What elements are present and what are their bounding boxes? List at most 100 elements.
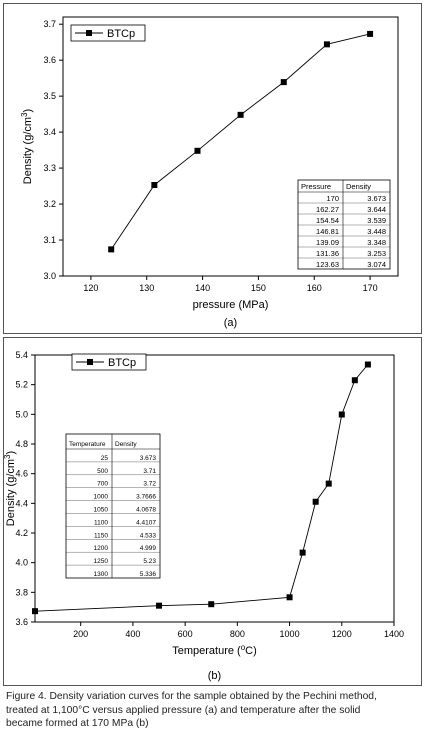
x-tick-label: 600 bbox=[178, 629, 193, 639]
data-point-marker bbox=[299, 549, 306, 556]
x-tick-label: 140 bbox=[195, 283, 210, 293]
table-cell: 3.644 bbox=[367, 205, 386, 214]
table-cell: 3.673 bbox=[367, 194, 386, 203]
x-tick-label: 150 bbox=[251, 283, 266, 293]
y-tick-label: 3.8 bbox=[15, 587, 28, 597]
caption-line-3: became formed at 170 MPa (b) bbox=[6, 718, 149, 729]
y-tick-label: 5.4 bbox=[15, 350, 28, 360]
data-point-marker bbox=[364, 361, 371, 368]
x-tick-label: 120 bbox=[83, 283, 98, 293]
y-tick-label: 3.4 bbox=[43, 127, 56, 137]
table-cell: 3.71 bbox=[143, 468, 156, 475]
table-cell: 1050 bbox=[94, 507, 109, 514]
table-cell: 1250 bbox=[94, 558, 109, 565]
table-cell: 5.336 bbox=[140, 571, 157, 578]
table-cell: 1300 bbox=[94, 571, 109, 578]
x-axis-label: pressure (MPa) bbox=[193, 299, 269, 311]
y-tick-label: 4.4 bbox=[15, 498, 28, 508]
table-cell: 3.7666 bbox=[136, 494, 156, 501]
x-tick-label: 1000 bbox=[280, 629, 300, 639]
density-vs-pressure-chart: 120 130 140 150 160 170 3.0 3.1 3.2 3.3 3.4 3.5 3.6 3… bbox=[20, 16, 399, 329]
figure-caption: Figure 4. Density variation curves for t… bbox=[6, 690, 418, 731]
table-cell: 5.23 bbox=[143, 558, 156, 565]
y-axis-label: Density (g/cm3) bbox=[4, 451, 17, 526]
data-point-marker bbox=[194, 147, 201, 154]
table-header-cell: Density bbox=[115, 441, 137, 448]
chart-panel-a: 120 130 140 150 160 170 3.0 3.1 3.2 3.3 3.4 3.5 3.6 3… bbox=[3, 3, 422, 334]
x-tick-label: 130 bbox=[139, 283, 154, 293]
table-cell: 3.539 bbox=[367, 216, 386, 225]
x-axis-label: Temperature (oC) bbox=[172, 643, 257, 658]
y-tick-label: 4.0 bbox=[15, 558, 28, 568]
table-cell: 3.673 bbox=[140, 455, 157, 462]
panel-label: (b) bbox=[208, 670, 221, 682]
y-tick-label: 4.8 bbox=[15, 439, 28, 449]
legend-label-btcp: BTCp bbox=[108, 357, 136, 369]
data-point-marker bbox=[108, 246, 115, 253]
table-header-cell: Pressure bbox=[301, 182, 331, 191]
legend-label-btcp: BTCp bbox=[107, 28, 135, 40]
caption-line-2: treated at 1,100°C versus applied pressu… bbox=[6, 704, 361, 716]
legend: BTCp bbox=[71, 353, 147, 371]
table-cell: 500 bbox=[97, 468, 108, 475]
table-cell: 3.72 bbox=[143, 481, 156, 488]
table-cell: 1100 bbox=[94, 519, 108, 526]
table-cell: 154.54 bbox=[316, 216, 339, 225]
table-border bbox=[297, 179, 391, 270]
caption-line-1: Figure 4. Density variation curves for t… bbox=[6, 691, 377, 702]
table-cell: 4.4107 bbox=[136, 519, 156, 526]
data-point-marker bbox=[237, 111, 244, 118]
data-point-marker bbox=[208, 601, 215, 608]
table-cell: 3.074 bbox=[367, 260, 386, 269]
data-point-marker bbox=[338, 411, 345, 418]
legend-marker bbox=[87, 359, 93, 365]
table-cell: 3.448 bbox=[367, 227, 386, 236]
table-cell: 1150 bbox=[94, 532, 108, 539]
x-tick-label: 200 bbox=[73, 629, 88, 639]
table-cell: 4.533 bbox=[140, 532, 157, 539]
y-tick-label: 5.0 bbox=[15, 409, 28, 419]
data-point-marker bbox=[367, 30, 374, 37]
x-tick-label: 800 bbox=[230, 629, 245, 639]
table-cell: 700 bbox=[97, 481, 108, 488]
table-border bbox=[65, 433, 161, 579]
y-tick-label: 3.1 bbox=[43, 235, 56, 245]
table-cell: 3.253 bbox=[367, 249, 386, 258]
y-tick-label: 3.2 bbox=[43, 199, 56, 209]
y-tick-label: 4.2 bbox=[15, 528, 28, 538]
data-point-marker bbox=[323, 41, 330, 48]
data-point-marker bbox=[151, 181, 158, 188]
table-cell: 4.999 bbox=[140, 545, 157, 552]
legend: BTCp bbox=[70, 24, 146, 42]
table-header-cell: Density bbox=[346, 182, 371, 191]
y-tick-label: 3.6 bbox=[43, 55, 56, 65]
data-point-marker bbox=[286, 594, 293, 601]
table-cell: 3.348 bbox=[367, 238, 386, 247]
x-tick-label: 400 bbox=[125, 629, 140, 639]
y-tick-label: 3.3 bbox=[43, 163, 56, 173]
table-cell: 162.27 bbox=[316, 205, 339, 214]
legend-box bbox=[70, 24, 146, 42]
x-tick-label: 1400 bbox=[384, 629, 404, 639]
legend-marker bbox=[86, 30, 92, 36]
legend-box bbox=[71, 353, 147, 371]
y-tick-label: 3.5 bbox=[43, 91, 56, 101]
panel-label: (a) bbox=[224, 317, 237, 329]
plot-frame bbox=[34, 354, 395, 623]
chart-panel-b: 200 400 600 800 1000 1200 1400 3.6 3.8 4.0 4.2 4.4 4… bbox=[3, 337, 422, 686]
y-tick-label: 4.6 bbox=[15, 469, 28, 479]
series-line-btcp bbox=[34, 364, 369, 612]
data-point-marker bbox=[280, 79, 287, 86]
table-cell: 131.36 bbox=[316, 249, 339, 258]
y-tick-label: 3.0 bbox=[43, 271, 56, 281]
plot-frame bbox=[62, 16, 399, 277]
data-point-marker bbox=[351, 377, 358, 384]
table-cell: 1000 bbox=[94, 494, 109, 501]
data-point-marker bbox=[32, 608, 38, 615]
table-cell: 25 bbox=[101, 455, 109, 462]
table-cell: 146.81 bbox=[316, 227, 339, 236]
table-cell: 170 bbox=[326, 194, 339, 203]
table-cell: 4.0678 bbox=[136, 507, 156, 514]
table-header-cell: Temperature bbox=[69, 441, 106, 448]
y-tick-label: 3.6 bbox=[15, 617, 28, 627]
